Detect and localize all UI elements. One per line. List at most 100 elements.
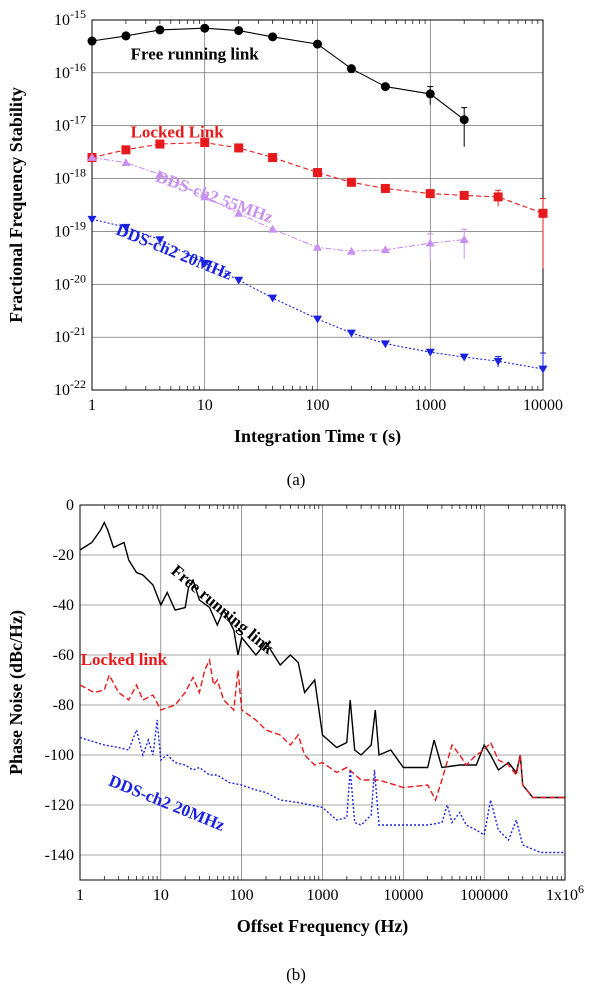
- b-series-dds-ch2-20mhz: [80, 719, 565, 854]
- a-x-tick-label: 1000: [414, 397, 446, 414]
- a-point-free-running-link: [200, 23, 210, 33]
- b-x-tick-label: 10: [153, 887, 169, 904]
- b-y-tick-label: -100: [45, 747, 74, 764]
- b-x-tick-label: 100000: [460, 887, 508, 904]
- a-point-dds-ch2-20mhz: [87, 215, 97, 224]
- a-grid: [91, 19, 544, 391]
- a-x-tick-label: 10000: [523, 397, 563, 414]
- a-point-dds-ch2-55mhz: [346, 246, 356, 255]
- a-point-locked-link: [380, 183, 390, 193]
- a-y-tick-label: 10-17: [54, 113, 86, 135]
- a-annotation-dds-ch2-20mhz: DDS-ch2 20MHz: [114, 220, 236, 284]
- a-point-dds-ch2-55mhz: [425, 238, 435, 247]
- b-minor-ticks: [103, 505, 562, 880]
- a-point-dds-ch2-55mhz: [234, 208, 244, 217]
- a-point-free-running-link: [268, 32, 278, 42]
- a-point-dds-ch2-55mhz: [121, 158, 131, 167]
- a-x-axis-label: Integration Time τ (s): [234, 426, 401, 447]
- a-y-tick-exponent: -19: [70, 218, 86, 232]
- a-point-free-running-link: [459, 115, 469, 125]
- b-line-dds-ch2-20mhz: [80, 719, 565, 854]
- b-x-tick-label: 1000: [307, 887, 339, 904]
- a-point-free-running-link: [313, 39, 322, 49]
- a-y-tick-exponent: -16: [70, 60, 86, 74]
- chart-b: 1 10 100 1000 10000 100000 1x106 0 -20 -40 -60 -80 -…: [6, 497, 584, 937]
- a-y-tick-base: 10: [54, 171, 70, 188]
- a-y-tick-label: 10-19: [54, 218, 86, 240]
- a-point-dds-ch2-20mhz: [268, 294, 278, 303]
- a-y-tick-exponent: -18: [70, 166, 86, 180]
- chart-a: 1 10 100 1000 1000010-1510-1610-1710-1810-19…: [6, 7, 563, 447]
- a-point-locked-link: [493, 192, 503, 202]
- a-y-tick-exponent: -17: [70, 113, 86, 127]
- b-series-free-running-link: [80, 520, 565, 799]
- b-grid: [79, 504, 566, 880]
- a-annotation-dds-ch2-55mhz: DDS-ch2 55MHz: [153, 167, 276, 227]
- b-line-free-running-link: [80, 520, 565, 799]
- a-point-locked-link: [346, 177, 356, 187]
- a-point-free-running-link: [87, 36, 97, 46]
- b-y-axis-label: Phase Noise (dBc/Hz): [6, 610, 27, 775]
- a-x-tick-labels: 1 10 100 1000 10000: [88, 397, 563, 414]
- a-minor-ticks: [125, 20, 539, 390]
- a-y-tick-label: 10-21: [54, 324, 86, 346]
- a-y-tick-label: 10-18: [54, 166, 86, 188]
- b-x-tick-label: 10000: [383, 887, 423, 904]
- a-point-dds-ch2-55mhz: [87, 153, 97, 161]
- a-point-dds-ch2-55mhz: [380, 245, 390, 254]
- b-annotation-locked-link: Locked link: [81, 650, 168, 669]
- a-y-tick-exponent: -21: [70, 324, 86, 338]
- a-point-dds-ch2-20mhz: [346, 329, 356, 338]
- a-point-dds-ch2-20mhz: [200, 259, 210, 268]
- a-point-locked-link: [313, 168, 322, 178]
- a-point-free-running-link: [234, 26, 244, 36]
- a-annotation-free-running-link: Free running link: [131, 44, 260, 63]
- a-y-tick-base: 10: [54, 223, 70, 240]
- a-y-tick-base: 10: [54, 118, 70, 135]
- b-x-axis-label: Offset Frequency (Hz): [237, 916, 409, 937]
- b-x-tick-label: 100: [230, 887, 254, 904]
- a-y-tick-label: 10-22: [54, 377, 86, 399]
- b-x-tick-labels: 1 10 100 1000 10000 100000 1x106: [76, 882, 584, 904]
- b-line-locked-link: [80, 657, 565, 802]
- a-annotation-locked-link: Locked Link: [131, 122, 225, 141]
- a-point-dds-ch2-55mhz: [313, 242, 322, 251]
- a-point-dds-ch2-20mhz: [459, 353, 469, 362]
- b-y-tick-label: -80: [53, 697, 74, 714]
- a-y-tick-exponent: -15: [70, 7, 86, 21]
- a-y-tick-base: 10: [54, 382, 70, 399]
- a-x-tick-label: 1: [88, 397, 96, 414]
- a-point-locked-link: [459, 190, 469, 200]
- a-point-dds-ch2-20mhz: [121, 223, 131, 232]
- b-y-tick-label: -140: [45, 847, 74, 864]
- a-point-locked-link: [155, 139, 165, 149]
- a-line-free-running-link: [92, 27, 465, 121]
- a-y-tick-label: 10-20: [54, 271, 86, 293]
- b-plot-frame: [79, 504, 566, 881]
- a-point-dds-ch2-20mhz: [493, 357, 503, 366]
- b-y-tick-label: -40: [53, 597, 74, 614]
- a-point-locked-link: [234, 143, 244, 153]
- a-point-dds-ch2-55mhz: [268, 224, 278, 233]
- b-y-tick-label: -60: [53, 647, 74, 664]
- a-point-dds-ch2-20mhz: [425, 348, 435, 357]
- a-point-dds-ch2-20mhz: [538, 365, 548, 374]
- a-y-tick-base: 10: [54, 329, 70, 346]
- a-point-free-running-link: [121, 31, 131, 41]
- caption-b: (b): [286, 965, 306, 984]
- a-y-tick-exponent: -22: [70, 377, 86, 391]
- a-x-tick-label: 10: [197, 397, 213, 414]
- b-annotation-free-running-link: Free running link: [167, 561, 278, 658]
- b-x-tick-label: 1x106: [546, 882, 584, 904]
- caption-a: (a): [287, 470, 306, 489]
- a-point-dds-ch2-20mhz: [380, 340, 390, 349]
- a-point-free-running-link: [155, 25, 165, 35]
- a-y-tick-exponent: -20: [70, 271, 86, 285]
- a-point-dds-ch2-20mhz: [313, 315, 322, 324]
- a-point-locked-link: [268, 153, 278, 163]
- b-y-tick-labels: 0 -20 -40 -60 -80 -100 -120 -140: [45, 497, 74, 864]
- a-point-locked-link: [425, 189, 435, 199]
- a-point-locked-link: [121, 145, 131, 155]
